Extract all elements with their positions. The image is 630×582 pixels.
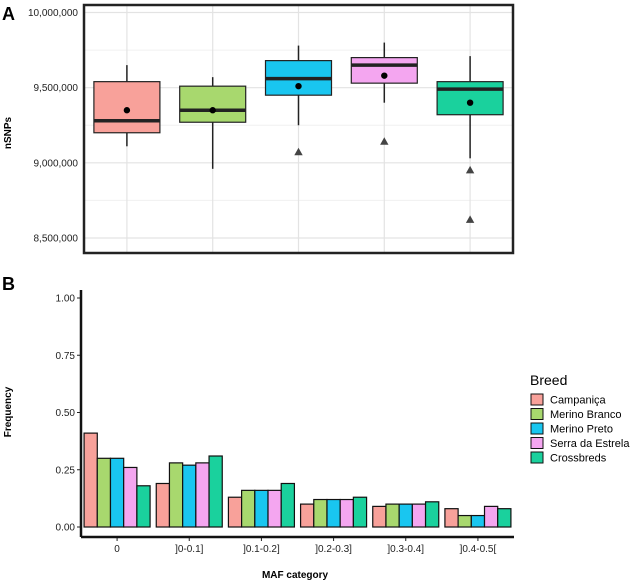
x-tick-label: ]0.2-0.3]: [315, 544, 352, 555]
mean-point: [295, 82, 302, 90]
bar: [470, 514, 486, 528]
bar: [155, 482, 171, 528]
mean-point: [209, 107, 216, 114]
legend-label: Serra da Estrela: [550, 438, 630, 450]
panel-b-y-axis-title: Frequency: [3, 386, 14, 437]
y-tick-label: 10,000,000: [28, 8, 78, 19]
box: [179, 85, 247, 123]
bar: [96, 457, 112, 528]
legend: Breed Campaniça Merino Branco Merino Preto…: [530, 372, 630, 465]
box: [436, 81, 504, 116]
y-tick-label: 1.00: [56, 294, 76, 305]
x-tick-label: ]0-0.1]: [175, 544, 204, 555]
outlier-point: [465, 165, 475, 174]
panel-b-x-axis-title: MAF category: [262, 570, 329, 581]
bar: [385, 503, 400, 528]
legend-swatch: [530, 408, 544, 420]
bar: [372, 505, 387, 528]
y-tick-label: 9,500,000: [34, 83, 79, 94]
bar: [267, 489, 282, 528]
bar: [123, 466, 138, 528]
mean-point: [123, 107, 131, 114]
bar: [280, 482, 296, 528]
legend-label: Merino Branco: [550, 409, 622, 421]
bar: [168, 462, 184, 528]
y-tick-label: 8,500,000: [34, 233, 79, 244]
bar: [457, 514, 472, 528]
bar: [182, 464, 197, 528]
legend-swatch: [530, 393, 544, 406]
bar: [424, 501, 440, 528]
y-tick-label: 0.50: [56, 408, 76, 419]
x-tick-label: 0: [114, 544, 120, 555]
bar: [398, 503, 413, 528]
panel-b-label: B: [2, 274, 15, 294]
boxplot-panel: 8,500,000 9,000,000 9,500,000 10,000,000: [28, 3, 515, 255]
bar: [241, 489, 256, 528]
y-tick-label: 0.00: [56, 523, 76, 534]
bar: [313, 498, 328, 528]
x-tick-label: ]0.1-0.2]: [243, 544, 280, 555]
bar: [195, 462, 210, 528]
bar: [352, 496, 368, 528]
panel-a-border: [82, 3, 515, 255]
bar: [497, 508, 512, 528]
bar: [227, 496, 243, 528]
legend-swatch: [530, 422, 544, 435]
legend-title: Breed: [530, 372, 567, 388]
legend-swatch: [530, 437, 544, 449]
bar-chart-panel: 0.00 0.25 0.50 0.75 1.00 0 ]0-0.1] ]0.1-0.2] ]0.…: [56, 290, 514, 555]
y-tick-label: 9,000,000: [34, 158, 79, 169]
legend-swatch: [530, 451, 544, 464]
box: [350, 57, 418, 84]
panel-a-y-axis-title: nSNPs: [3, 116, 14, 149]
bar: [483, 505, 499, 528]
bar: [339, 498, 354, 528]
x-tick-label: ]0.4-0.5[: [460, 544, 497, 555]
bar: [136, 485, 151, 528]
y-tick-label: 0.75: [56, 351, 76, 362]
panel-a-label: A: [2, 4, 15, 24]
x-tick-label: ]0.3-0.4]: [387, 544, 424, 555]
bar: [254, 489, 269, 528]
bar: [411, 503, 427, 528]
mean-point: [466, 99, 474, 106]
legend-label: Campaniça: [550, 395, 607, 407]
outlier-point: [294, 147, 303, 156]
legend-label: Crossbreds: [550, 453, 607, 465]
mean-point: [381, 72, 388, 79]
bar: [444, 508, 459, 528]
bar: [326, 498, 341, 528]
bar: [299, 503, 315, 528]
outlier-point: [465, 215, 475, 223]
bar: [208, 455, 223, 528]
outlier-point: [380, 137, 389, 145]
legend-label: Merino Preto: [550, 424, 613, 436]
bar: [109, 457, 125, 528]
y-tick-label: 0.25: [56, 465, 76, 476]
bar: [83, 432, 98, 528]
